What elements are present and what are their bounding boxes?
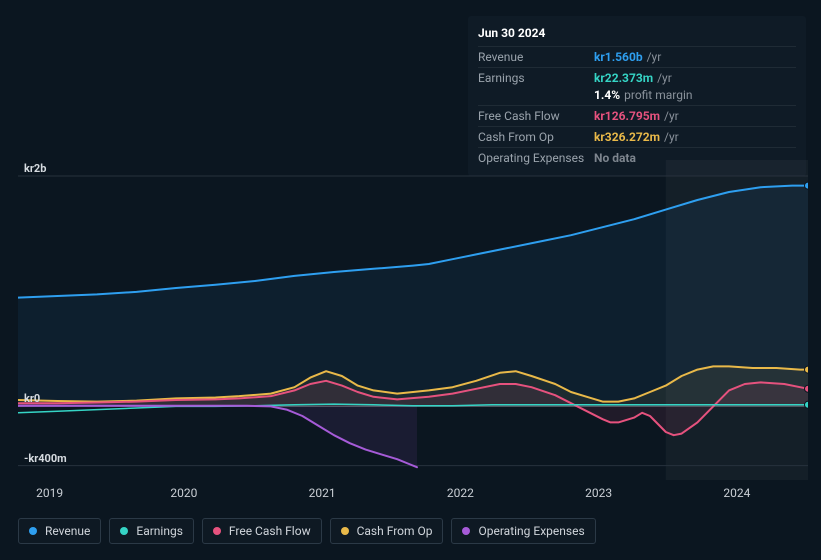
tooltip-row-value-wrap: kr22.373m/yr xyxy=(594,71,672,85)
tooltip-row-suffix: /yr xyxy=(647,50,662,64)
tooltip-row-value-wrap: kr1.560b/yr xyxy=(594,50,661,64)
chart-plot-area xyxy=(18,160,808,480)
legend-item[interactable]: Cash From Op xyxy=(330,518,444,544)
legend-swatch xyxy=(341,527,349,535)
legend-item[interactable]: Free Cash Flow xyxy=(202,518,322,544)
legend-item[interactable]: Earnings xyxy=(109,518,194,544)
x-tick-label: 2023 xyxy=(585,486,612,500)
tooltip-row-value-wrap: kr326.272m/yr xyxy=(594,130,679,144)
tooltip-date: Jun 30 2024 xyxy=(478,22,796,46)
tooltip-row-label: Revenue xyxy=(478,50,594,64)
legend-swatch xyxy=(29,527,37,535)
tooltip-row-value: kr1.560b xyxy=(594,50,643,64)
tooltip-subrow: 1.4% profit margin xyxy=(478,88,796,105)
y-tick-label: -kr400m xyxy=(24,452,67,465)
legend-swatch xyxy=(213,527,221,535)
y-tick-label: kr0 xyxy=(24,392,40,405)
x-tick-label: 2020 xyxy=(170,486,197,500)
legend-swatch xyxy=(120,527,128,535)
tooltip-row: Free Cash Flowkr126.795m/yr xyxy=(478,105,796,126)
tooltip-row-suffix: /yr xyxy=(657,71,672,85)
legend-item[interactable]: Revenue xyxy=(18,518,101,544)
tooltip-row-suffix: /yr xyxy=(664,130,679,144)
x-tick-label: 2021 xyxy=(309,486,336,500)
chart-svg xyxy=(18,160,808,480)
legend-label: Earnings xyxy=(136,524,183,538)
x-tick-label: 2022 xyxy=(447,486,474,500)
tooltip-row: Earningskr22.373m/yr xyxy=(478,67,796,88)
financial-chart-root: Jun 30 2024 Revenuekr1.560b/yrEarningskr… xyxy=(0,0,821,560)
legend-swatch xyxy=(462,527,470,535)
tooltip-row: Cash From Opkr326.272m/yr xyxy=(478,126,796,147)
tooltip-row-value: kr326.272m xyxy=(594,130,660,144)
legend-label: Cash From Op xyxy=(357,524,433,538)
y-tick-label: kr2b xyxy=(24,162,46,175)
tooltip-row-label: Earnings xyxy=(478,71,594,85)
tooltip-row: Revenuekr1.560b/yr xyxy=(478,46,796,67)
tooltip-sub-value: 1.4% xyxy=(594,88,620,102)
x-tick-label: 2019 xyxy=(36,486,63,500)
legend: Revenue Earnings Free Cash Flow Cash From O… xyxy=(18,518,596,544)
legend-label: Revenue xyxy=(45,524,90,538)
legend-label: Free Cash Flow xyxy=(229,524,311,538)
tooltip-row-suffix: /yr xyxy=(664,109,679,123)
tooltip-rows: Revenuekr1.560b/yrEarningskr22.373m/yr1.… xyxy=(478,46,796,168)
hover-tooltip: Jun 30 2024 Revenuekr1.560b/yrEarningskr… xyxy=(468,16,806,176)
x-axis-labels: 2019 2020 2021 2022 2023 2024 xyxy=(18,486,808,504)
tooltip-row-label: Cash From Op xyxy=(478,130,594,144)
tooltip-sub-label: profit margin xyxy=(624,88,692,102)
tooltip-row-value: kr22.373m xyxy=(594,71,653,85)
tooltip-row-value: kr126.795m xyxy=(594,109,660,123)
tooltip-row-label: Free Cash Flow xyxy=(478,109,594,123)
legend-label: Operating Expenses xyxy=(478,524,584,538)
tooltip-row-value-wrap: kr126.795m/yr xyxy=(594,109,679,123)
x-tick-label: 2024 xyxy=(723,486,750,500)
legend-item[interactable]: Operating Expenses xyxy=(451,518,595,544)
